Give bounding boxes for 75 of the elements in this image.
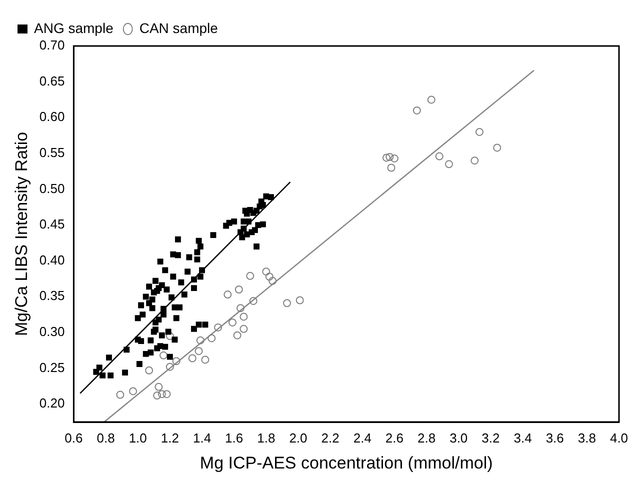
- x-tick-label: 2.8: [418, 430, 436, 446]
- point: [246, 272, 254, 280]
- point: [386, 153, 394, 162]
- point: [234, 286, 243, 294]
- point: [228, 318, 236, 326]
- point: [153, 392, 162, 400]
- point: [116, 390, 124, 399]
- y-tick-label: 0.40: [39, 252, 65, 268]
- point: [196, 336, 204, 344]
- point: [236, 304, 244, 312]
- point: [470, 156, 479, 165]
- point: [296, 296, 304, 304]
- point: [475, 128, 484, 136]
- point: [249, 296, 258, 305]
- x-tick-label: 1.8: [257, 430, 276, 446]
- point: [493, 144, 502, 152]
- point: [387, 164, 396, 172]
- point: [224, 290, 232, 299]
- point: [382, 154, 390, 162]
- y-tick-label: 0.70: [39, 38, 65, 53]
- y-tick-label: 0.65: [39, 73, 65, 88]
- x-tick-label: 1.2: [160, 430, 179, 446]
- x-tick-label: 1.0: [128, 430, 147, 446]
- point: [233, 331, 242, 340]
- point: [240, 312, 248, 321]
- point: [158, 390, 166, 398]
- x-tick-label: 2.0: [289, 430, 308, 446]
- point: [194, 347, 203, 356]
- x-tick-label: 2.4: [353, 430, 372, 446]
- point: [435, 152, 444, 160]
- point: [188, 354, 196, 362]
- y-tick-label: 0.50: [39, 180, 65, 196]
- x-tick-label: 1.6: [225, 430, 244, 446]
- x-tick-label: 1.4: [192, 430, 212, 446]
- point: [214, 323, 222, 332]
- point: [412, 106, 421, 114]
- x-tick-label: 2.2: [321, 430, 340, 446]
- x-tick-label: 2.6: [385, 430, 404, 446]
- x-tick-label: 3.0: [450, 430, 468, 446]
- x-tick-label: 3.6: [546, 430, 564, 446]
- y-tick-label: 0.20: [39, 396, 65, 411]
- point: [283, 299, 292, 308]
- y-tick-label: 0.25: [39, 360, 65, 375]
- x-tick-label: 3.4: [514, 430, 532, 446]
- x-tick-label: 0.6: [64, 430, 83, 446]
- point: [390, 154, 398, 162]
- y-tick-label: 0.30: [39, 324, 65, 340]
- y-tick-label: 0.45: [39, 216, 65, 232]
- x-tick-label: 0.8: [96, 430, 115, 446]
- point: [262, 268, 270, 276]
- point: [166, 332, 174, 340]
- point: [129, 387, 138, 396]
- point: [172, 357, 180, 366]
- point: [154, 382, 163, 391]
- y-tick-label: 0.55: [39, 145, 65, 160]
- legend-label: CAN sample: [139, 20, 218, 36]
- y-tick-label: 0.60: [39, 109, 65, 124]
- x-tick-label: 3.8: [578, 430, 596, 446]
- x-tick-label: 4.0: [610, 430, 628, 446]
- point: [427, 96, 436, 104]
- point: [268, 276, 277, 285]
- point: [208, 334, 216, 342]
- x-axis-title: Mg ICP-AES concentration (mmol/mol): [200, 453, 493, 472]
- y-axis-title: Mg/Ca LIBS Intensity Ratio: [12, 132, 31, 336]
- point: [160, 351, 168, 360]
- x-tick-label: 3.2: [482, 430, 500, 446]
- y-tick-label: 0.35: [39, 288, 65, 304]
- point: [145, 366, 154, 374]
- point: [162, 390, 171, 398]
- point: [265, 272, 274, 281]
- point: [444, 160, 453, 168]
- point: [201, 356, 210, 364]
- point: [166, 362, 174, 371]
- point: [240, 324, 248, 333]
- legend-label: ANG sample: [34, 20, 114, 36]
